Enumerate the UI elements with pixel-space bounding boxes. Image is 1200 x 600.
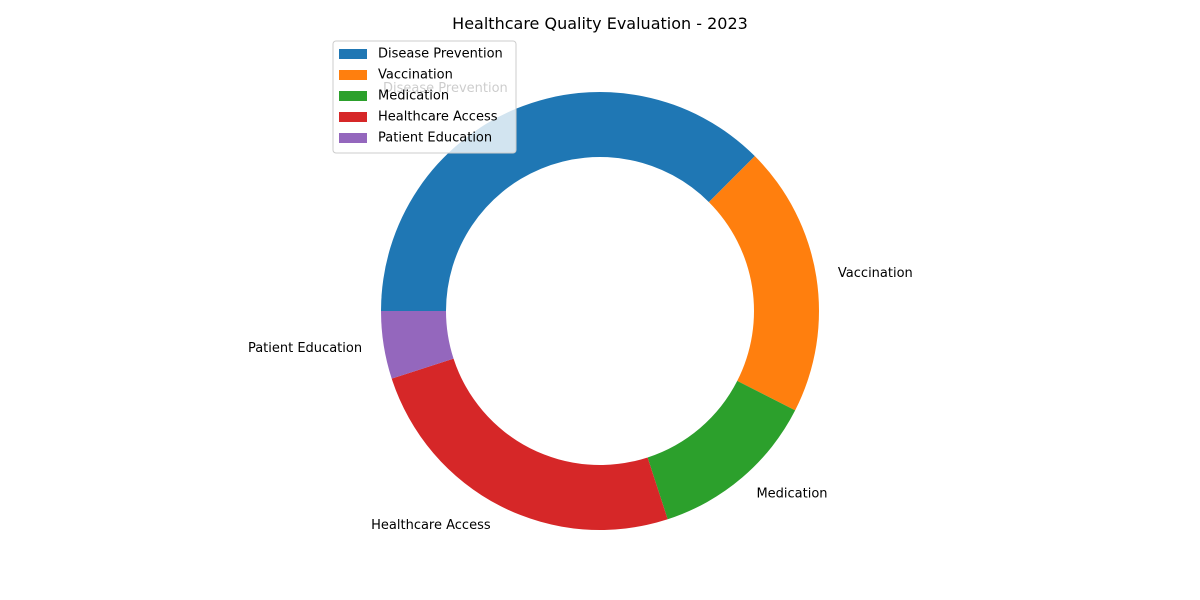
- slice-label-healthcare-access: Healthcare Access: [371, 518, 491, 533]
- legend: Disease Prevention Vaccination Medication H…: [332, 40, 517, 154]
- legend-swatch-medication: [339, 91, 367, 101]
- legend-label-medication: Medication: [378, 89, 449, 104]
- legend-label-healthcare-access: Healthcare Access: [378, 110, 498, 125]
- legend-swatch-disease-prevention: [339, 49, 367, 59]
- slice-label-patient-education: Patient Education: [248, 341, 362, 356]
- legend-label-vaccination: Vaccination: [378, 68, 453, 83]
- chart-title: Healthcare Quality Evaluation - 2023: [452, 14, 748, 33]
- slice-vaccination: [708, 156, 819, 411]
- legend-swatch-patient-education: [339, 133, 367, 143]
- slice-medication: [647, 380, 796, 520]
- slice-healthcare-access: [391, 358, 668, 530]
- slice-label-vaccination: Vaccination: [838, 266, 913, 281]
- legend-swatch-healthcare-access: [339, 112, 367, 122]
- slice-label-medication: Medication: [756, 487, 827, 502]
- slice-patient-education: [381, 311, 454, 379]
- legend-label-patient-education: Patient Education: [378, 131, 492, 146]
- legend-swatch-vaccination: [339, 70, 367, 80]
- legend-label-disease-prevention: Disease Prevention: [378, 47, 503, 62]
- donut-slices: [381, 91, 819, 530]
- legend-frame: [332, 40, 517, 154]
